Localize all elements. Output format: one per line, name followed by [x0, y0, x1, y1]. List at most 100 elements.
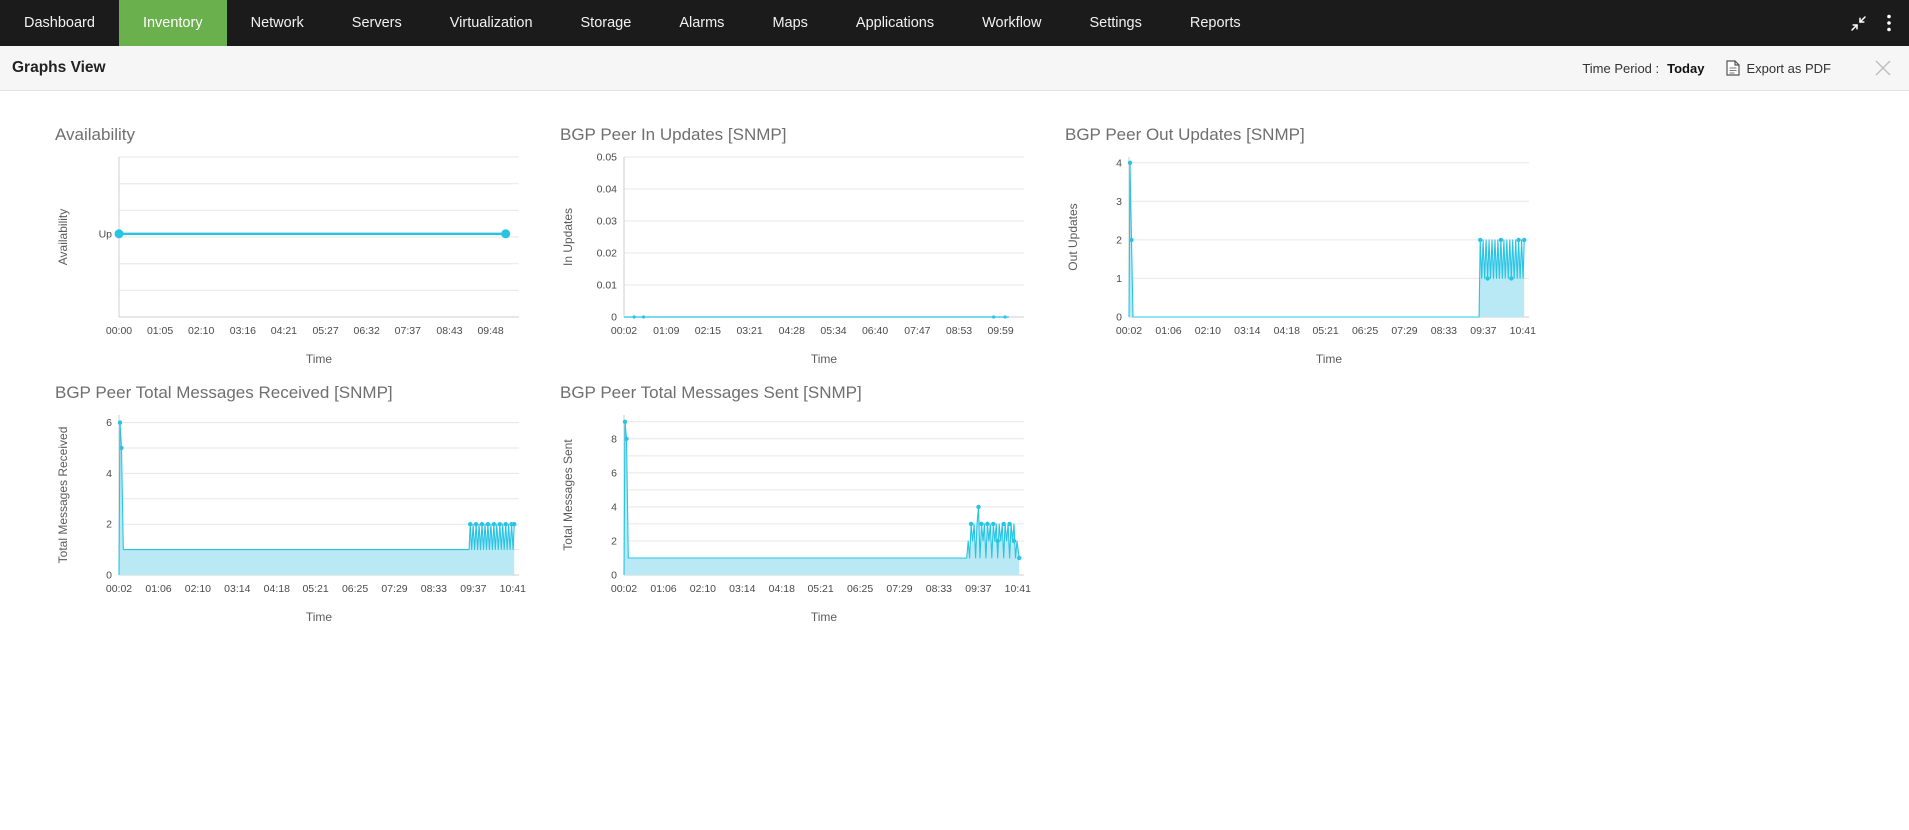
svg-text:0.02: 0.02 [597, 248, 618, 260]
nav-item-reports[interactable]: Reports [1189, 15, 1241, 31]
svg-text:06:25: 06:25 [1352, 325, 1378, 337]
nav-item-applications[interactable]: Applications [855, 15, 935, 31]
svg-text:00:02: 00:02 [1116, 325, 1142, 337]
nav-item-workflow[interactable]: Workflow [982, 15, 1042, 31]
svg-text:0: 0 [611, 570, 617, 582]
chart-title-bgp-out-updates: BGP Peer Out Updates [SNMP] [1065, 125, 1305, 144]
time-period-value[interactable]: Today [1667, 60, 1705, 76]
svg-text:08:33: 08:33 [1431, 325, 1457, 337]
header-actions: Time Period : Today Export as PDF [1582, 58, 1893, 78]
chart-total-messages-received: BGP Peer Total Messages Received [SNMP] … [55, 383, 560, 627]
svg-text:01:05: 01:05 [147, 325, 173, 337]
svg-text:03:14: 03:14 [224, 583, 250, 595]
svg-text:10:41: 10:41 [1005, 583, 1031, 595]
svg-text:6: 6 [611, 467, 617, 479]
svg-text:08:43: 08:43 [436, 325, 462, 337]
chart-title-availability: Availability [55, 125, 136, 144]
nav-item-servers[interactable]: Servers [351, 15, 402, 31]
svg-text:01:06: 01:06 [145, 583, 171, 595]
svg-text:Time: Time [811, 352, 838, 366]
svg-text:03:21: 03:21 [736, 325, 762, 337]
svg-text:00:02: 00:02 [106, 583, 132, 595]
nav-item-network[interactable]: Network [250, 15, 304, 31]
nav-item-alarms[interactable]: Alarms [679, 15, 725, 31]
page-header: Graphs View Time Period : Today Export a… [0, 46, 1909, 91]
svg-text:Time: Time [1316, 352, 1343, 366]
svg-text:09:37: 09:37 [965, 583, 991, 595]
kebab-menu-icon[interactable] [1887, 14, 1891, 32]
svg-text:08:33: 08:33 [926, 583, 952, 595]
svg-text:09:59: 09:59 [987, 325, 1013, 337]
svg-text:Total Messages Received: Total Messages Received [56, 427, 70, 564]
top-nav-items: Dashboard Inventory Network Servers Virtuali… [0, 0, 1850, 46]
svg-text:00:00: 00:00 [106, 325, 132, 337]
svg-text:4: 4 [1116, 157, 1122, 169]
chart-bgp-in-updates: BGP Peer In Updates [SNMP] 0 0.01 0.02 0.03… [560, 125, 1065, 369]
nav-item-storage[interactable]: Storage [580, 15, 632, 31]
svg-text:Time: Time [306, 610, 333, 624]
svg-text:0.04: 0.04 [597, 184, 618, 196]
charts-grid: Availability Up 00:00 01:05 02:10 03:16 04:21… [0, 91, 1909, 627]
svg-text:3: 3 [1116, 196, 1122, 208]
svg-text:02:10: 02:10 [188, 325, 214, 337]
svg-text:06:25: 06:25 [847, 583, 873, 595]
export-pdf-button[interactable]: Export as PDF [1726, 60, 1831, 76]
svg-text:05:21: 05:21 [807, 583, 833, 595]
svg-text:10:41: 10:41 [1510, 325, 1536, 337]
svg-text:In Updates: In Updates [561, 208, 575, 266]
svg-text:02:10: 02:10 [185, 583, 211, 595]
chart-plot-availability: Up 00:00 01:05 02:10 03:16 04:21 05:27 06:32 07:… [55, 147, 560, 369]
nav-item-inventory[interactable]: Inventory [118, 0, 227, 46]
svg-text:03:16: 03:16 [230, 325, 256, 337]
chart-bgp-out-updates: BGP Peer Out Updates [SNMP] 0 1 2 3 4 00:02 01… [1065, 125, 1570, 369]
svg-text:09:37: 09:37 [1470, 325, 1496, 337]
nav-item-maps[interactable]: Maps [772, 15, 808, 31]
svg-text:07:37: 07:37 [395, 325, 421, 337]
chart-plot-bgp-in-updates: 0 0.01 0.02 0.03 0.04 0.05 00:02 01:09 02:15 03:2… [560, 147, 1065, 369]
nav-item-settings[interactable]: Settings [1089, 15, 1142, 31]
svg-text:0: 0 [611, 312, 617, 324]
svg-text:07:29: 07:29 [886, 583, 912, 595]
chart-title-total-messages-sent: BGP Peer Total Messages Sent [SNMP] [560, 383, 862, 402]
time-period-label: Time Period : [1582, 60, 1660, 76]
svg-text:4: 4 [106, 468, 112, 480]
svg-text:0.01: 0.01 [597, 280, 618, 292]
svg-text:Time: Time [811, 610, 838, 624]
svg-text:07:29: 07:29 [381, 583, 407, 595]
svg-text:0: 0 [106, 570, 112, 582]
svg-text:0: 0 [1116, 312, 1122, 324]
chart-availability: Availability Up 00:00 01:05 02:10 03:16 04:21… [55, 125, 560, 369]
svg-text:0.05: 0.05 [597, 152, 618, 164]
svg-text:Up: Up [99, 228, 113, 240]
svg-text:2: 2 [106, 519, 112, 531]
svg-text:05:27: 05:27 [312, 325, 338, 337]
top-nav-actions [1850, 0, 1909, 46]
svg-text:2: 2 [1116, 234, 1122, 246]
svg-text:04:18: 04:18 [769, 583, 795, 595]
svg-text:06:32: 06:32 [354, 325, 380, 337]
svg-text:07:47: 07:47 [904, 325, 930, 337]
svg-text:1: 1 [1116, 273, 1122, 285]
svg-text:0.03: 0.03 [597, 216, 618, 228]
collapse-icon[interactable] [1850, 15, 1867, 32]
svg-text:10:41: 10:41 [500, 583, 526, 595]
svg-text:2: 2 [611, 536, 617, 548]
chart-plot-total-messages-received: 0 2 4 6 00:02 01:06 02:10 03:14 04:18 05:21 06:25 0… [55, 405, 560, 627]
svg-text:01:06: 01:06 [650, 583, 676, 595]
svg-text:6: 6 [106, 417, 112, 429]
svg-text:09:37: 09:37 [460, 583, 486, 595]
nav-item-dashboard[interactable]: Dashboard [24, 15, 95, 31]
chart-total-messages-sent: BGP Peer Total Messages Sent [SNMP] 0 2 4 6… [560, 383, 1065, 627]
svg-text:Availability: Availability [56, 209, 70, 265]
svg-text:04:18: 04:18 [264, 583, 290, 595]
svg-text:8: 8 [611, 433, 617, 445]
svg-text:02:10: 02:10 [690, 583, 716, 595]
close-icon[interactable] [1873, 58, 1893, 78]
svg-text:Time: Time [306, 352, 333, 366]
svg-text:01:06: 01:06 [1155, 325, 1181, 337]
svg-text:08:53: 08:53 [946, 325, 972, 337]
svg-text:09:48: 09:48 [477, 325, 503, 337]
svg-text:05:21: 05:21 [302, 583, 328, 595]
chart-title-bgp-in-updates: BGP Peer In Updates [SNMP] [560, 125, 787, 144]
nav-item-virtualization[interactable]: Virtualization [449, 15, 533, 31]
